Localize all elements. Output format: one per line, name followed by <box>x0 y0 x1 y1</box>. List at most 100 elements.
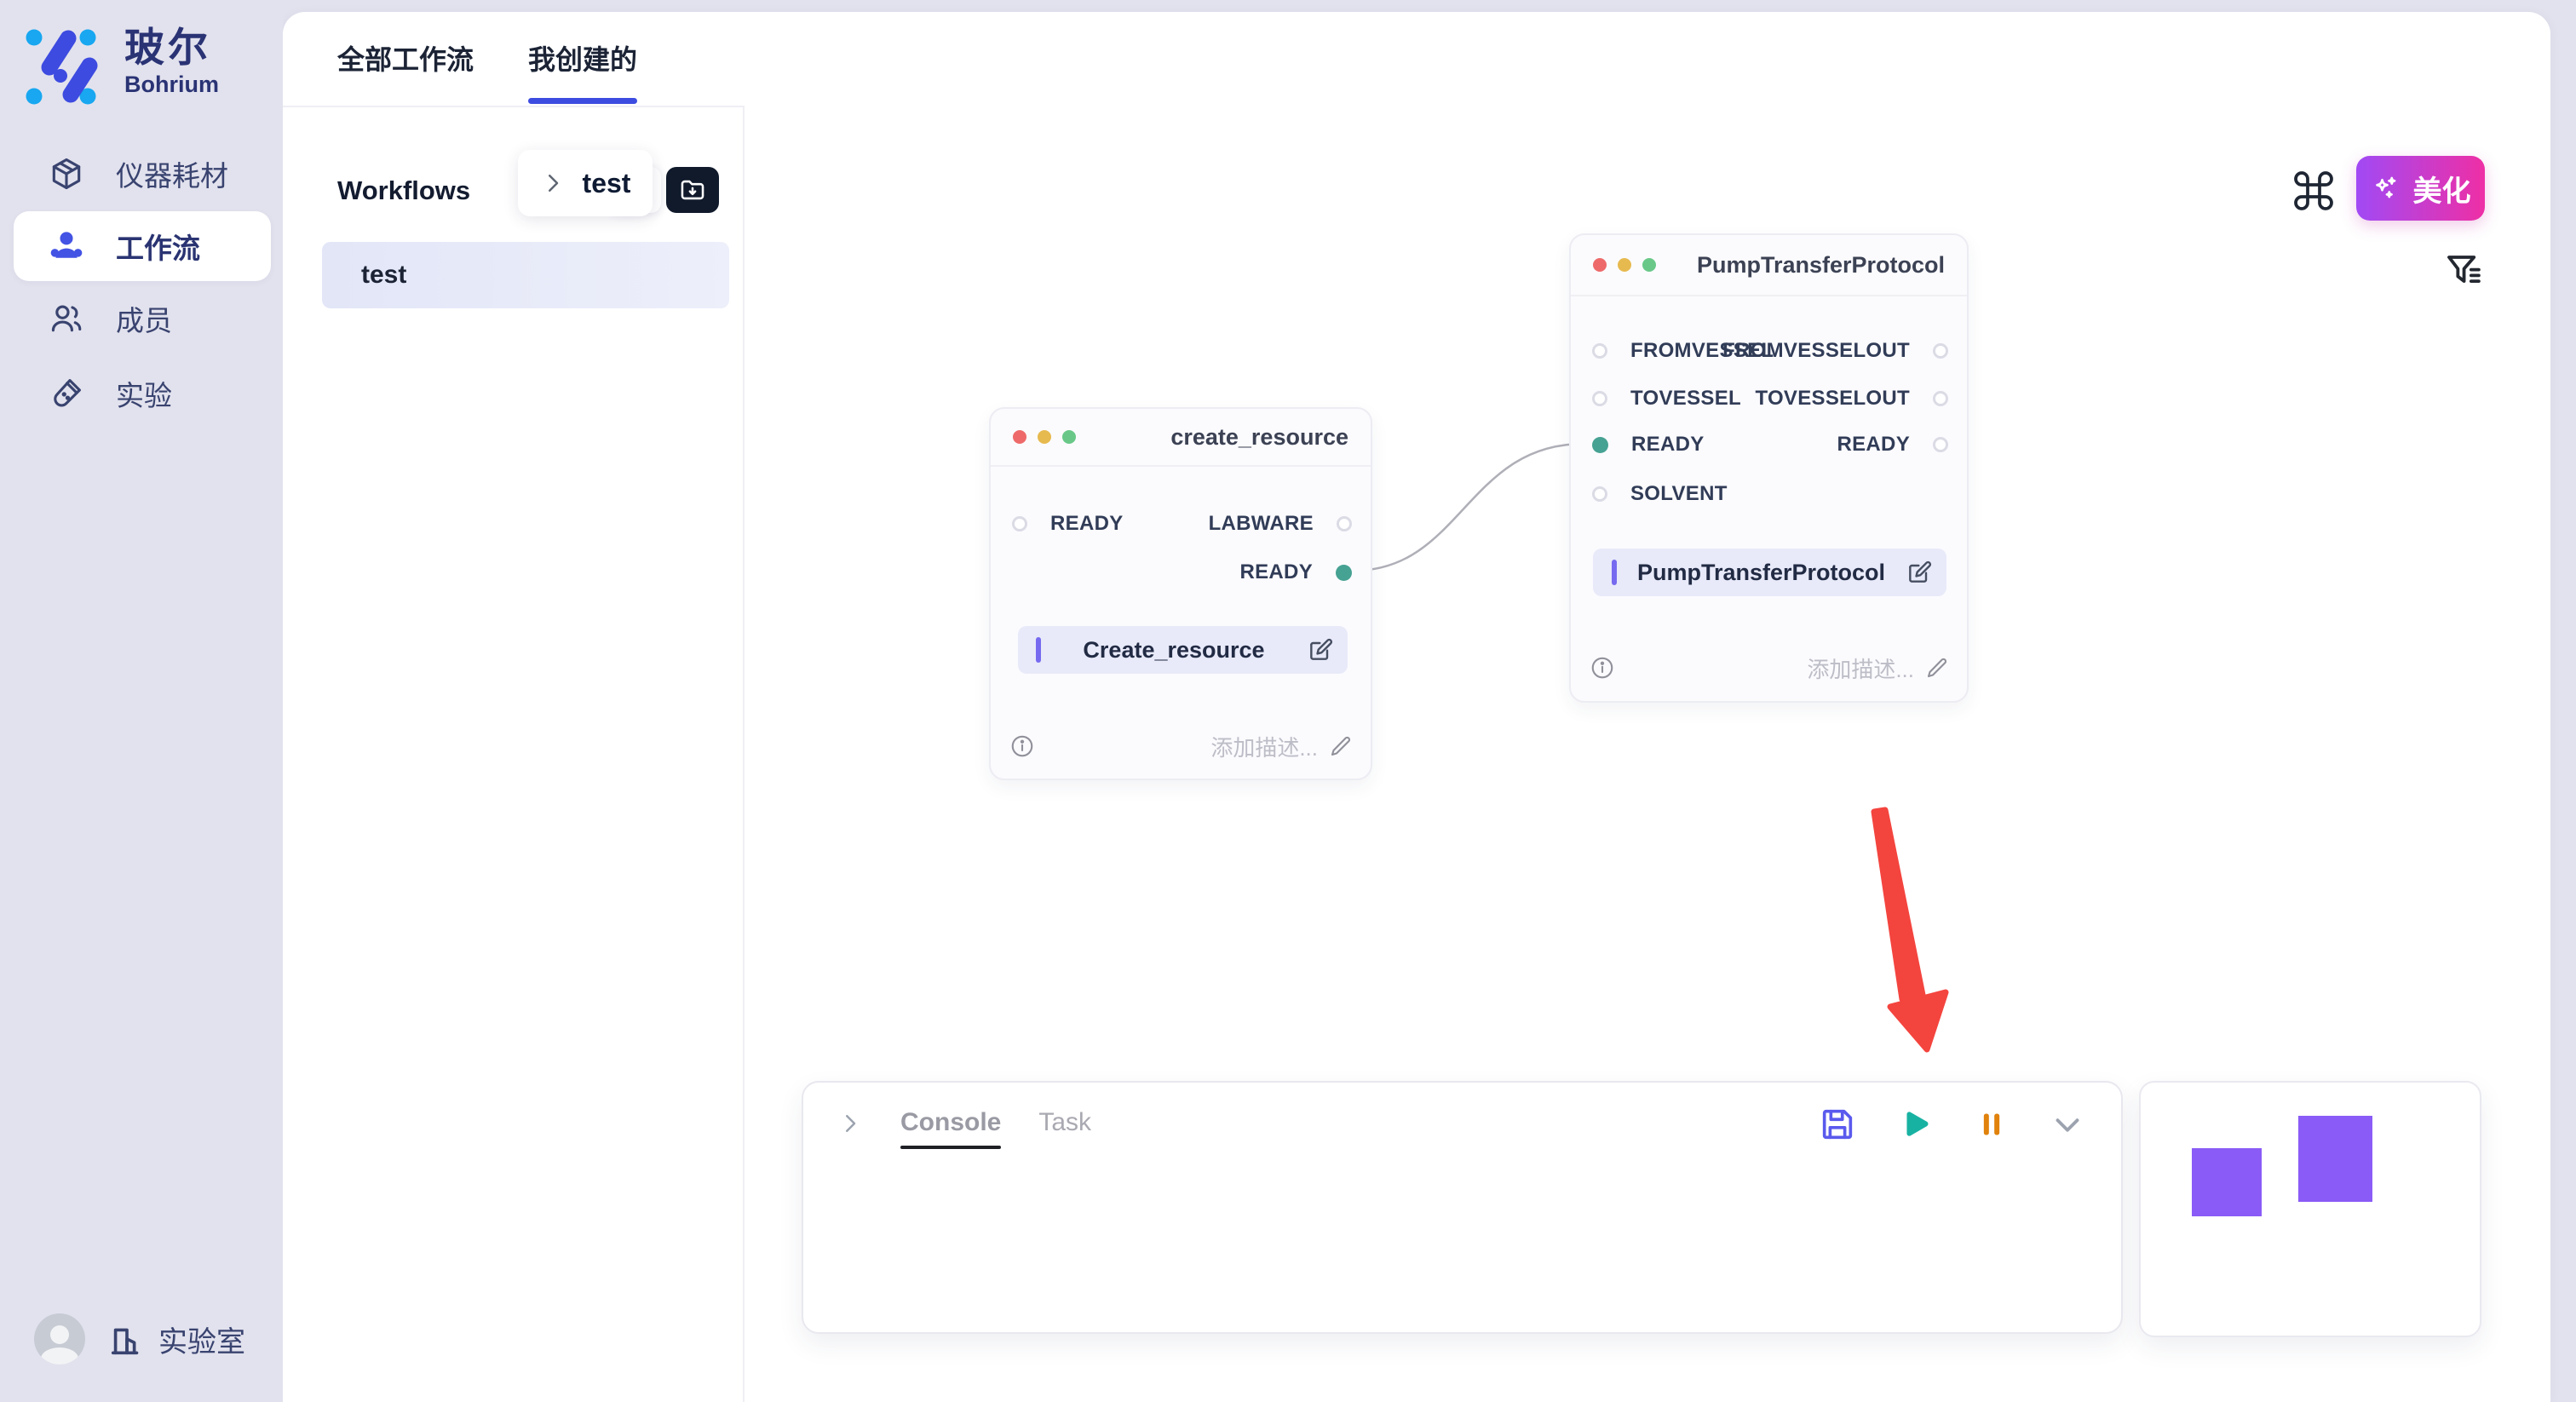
sidebar-item-experiments[interactable]: 实验 <box>0 356 283 431</box>
output-port-tovesselout: TOVESSELOUT <box>1755 375 1948 422</box>
pencil-icon[interactable] <box>1924 655 1950 681</box>
brand-title: 玻尔 <box>124 25 211 70</box>
description-placeholder[interactable]: 添加描述... <box>1807 656 1914 682</box>
dot-red[interactable] <box>1593 258 1607 272</box>
brand-logo[interactable]: 玻尔 Bohrium <box>26 20 219 107</box>
user-avatar[interactable] <box>34 1313 85 1365</box>
tab-all-workflows[interactable]: 全部工作流 <box>337 12 474 104</box>
port-handle-connected[interactable] <box>1592 436 1608 453</box>
port-handle[interactable] <box>1337 516 1352 531</box>
dot-green[interactable] <box>1062 430 1076 444</box>
pill-label: Create_resource <box>1083 636 1265 663</box>
funnel-filter-icon <box>2447 256 2481 284</box>
pill-accent-bar <box>1036 637 1041 663</box>
workflow-list-item-test[interactable]: test <box>322 242 729 308</box>
command-icon <box>2294 171 2333 210</box>
tab-label: 我创建的 <box>528 44 638 75</box>
brand-text: 玻尔 Bohrium <box>124 20 219 98</box>
save-icon[interactable] <box>1818 1105 1857 1144</box>
port-label: LABWARE <box>1208 512 1314 535</box>
tab-label: 全部工作流 <box>337 44 474 75</box>
sidebar-footer: 实验室 <box>34 1313 245 1365</box>
avatar-body <box>41 1347 78 1365</box>
info-icon[interactable] <box>1590 655 1615 681</box>
node-footer: 添加描述... <box>1590 651 1950 685</box>
sidebar-item-label: 实验 <box>116 380 172 411</box>
traffic-dots <box>1593 258 1656 272</box>
description-placeholder[interactable]: 添加描述... <box>1210 734 1318 761</box>
node-create-resource[interactable]: create_resource READY LABWARE READY Crea… <box>989 407 1372 780</box>
workflows-panel: Workflows test <box>283 106 745 1402</box>
sidebar-item-workflows[interactable]: 工作流 <box>14 211 271 281</box>
dot-yellow[interactable] <box>1618 258 1631 272</box>
command-palette-button[interactable] <box>2290 167 2337 215</box>
team-icon <box>50 232 83 258</box>
run-play-icon[interactable] <box>1896 1105 1935 1144</box>
node-action-pill[interactable]: Create_resource <box>1018 626 1348 674</box>
minimap-node-pump-transfer[interactable] <box>2298 1116 2372 1202</box>
dot-green[interactable] <box>1642 258 1656 272</box>
edit-icon[interactable] <box>1906 559 1933 586</box>
pencil-icon[interactable] <box>1328 733 1354 759</box>
chevron-down-icon[interactable] <box>2048 1105 2087 1144</box>
port-label: FROMVESSEL <box>1630 339 1774 362</box>
bohrium-logo-icon <box>26 29 98 105</box>
port-label: READY <box>1050 512 1124 535</box>
port-handle[interactable] <box>1592 391 1607 406</box>
node-pump-transfer-protocol[interactable]: PumpTransferProtocol FROMVESSEL FROMVESS… <box>1569 233 1969 703</box>
filter-button[interactable] <box>2441 249 2487 296</box>
sidebar-item-label: 仪器耗材 <box>116 160 228 192</box>
sidebar-item-consumables[interactable]: 仪器耗材 <box>0 136 283 211</box>
breadcrumb[interactable]: test <box>518 150 653 216</box>
port-handle[interactable] <box>1012 516 1027 531</box>
pill-label: PumpTransferProtocol <box>1636 559 1886 585</box>
console-header: Console Task <box>803 1083 2121 1152</box>
avatar-head <box>50 1325 69 1344</box>
import-folder-button[interactable] <box>666 167 719 213</box>
port-handle-connected[interactable] <box>1336 564 1352 581</box>
port-label: READY <box>1631 433 1705 456</box>
users-icon <box>51 305 82 332</box>
output-port-ready: READY <box>1837 421 1948 468</box>
port-handle[interactable] <box>1592 486 1607 502</box>
port-label: SOLVENT <box>1630 482 1728 505</box>
info-icon[interactable] <box>1009 733 1035 759</box>
output-port-fromvesselout: FROMVESSELOUT <box>1722 327 1948 375</box>
port-handle[interactable] <box>1933 437 1948 452</box>
port-label: TOVESSEL <box>1630 387 1741 410</box>
port-handle[interactable] <box>1933 391 1948 406</box>
port-label: READY <box>1837 433 1910 456</box>
workflow-item-label: test <box>361 261 407 289</box>
port-label: TOVESSELOUT <box>1755 387 1910 410</box>
node-action-pill[interactable]: PumpTransferProtocol <box>1593 549 1946 596</box>
tab-created-by-me[interactable]: 我创建的 <box>528 12 638 104</box>
tab-task[interactable]: Task <box>1038 1108 1092 1136</box>
beautify-label: 美化 <box>2412 175 2471 208</box>
output-port-ready: READY <box>1239 549 1352 596</box>
node-header[interactable]: create_resource <box>991 409 1371 467</box>
workspace-switcher[interactable]: 实验室 <box>107 1319 245 1360</box>
port-handle[interactable] <box>1933 343 1948 359</box>
pause-icon[interactable] <box>1975 1105 2009 1144</box>
minimap-node-create-resource[interactable] <box>2192 1148 2262 1216</box>
package-icon <box>52 158 81 190</box>
collapse-chevron-right-icon[interactable] <box>837 1111 863 1136</box>
port-handle[interactable] <box>1592 343 1607 359</box>
flask-icon <box>54 379 81 407</box>
pill-accent-bar <box>1612 560 1617 585</box>
minimap[interactable] <box>2139 1081 2481 1337</box>
tab-console[interactable]: Console <box>900 1108 1002 1149</box>
node-header[interactable]: PumpTransferProtocol <box>1571 235 1967 296</box>
traffic-dots <box>1013 430 1076 444</box>
node-title: PumpTransferProtocol <box>1696 251 1945 278</box>
dot-red[interactable] <box>1013 430 1026 444</box>
input-port-ready: READY <box>1592 421 1705 468</box>
sidebar: 玻尔 Bohrium 仪器耗材 工作流 <box>0 0 283 1402</box>
edit-icon[interactable] <box>1307 636 1334 664</box>
sidebar-item-members[interactable]: 成员 <box>0 281 283 356</box>
console-actions <box>1818 1105 2087 1152</box>
beautify-button[interactable]: 美化 <box>2356 156 2485 221</box>
dot-yellow[interactable] <box>1038 430 1051 444</box>
sparkles-icon <box>2375 176 2395 198</box>
folder-download-icon <box>681 180 704 200</box>
